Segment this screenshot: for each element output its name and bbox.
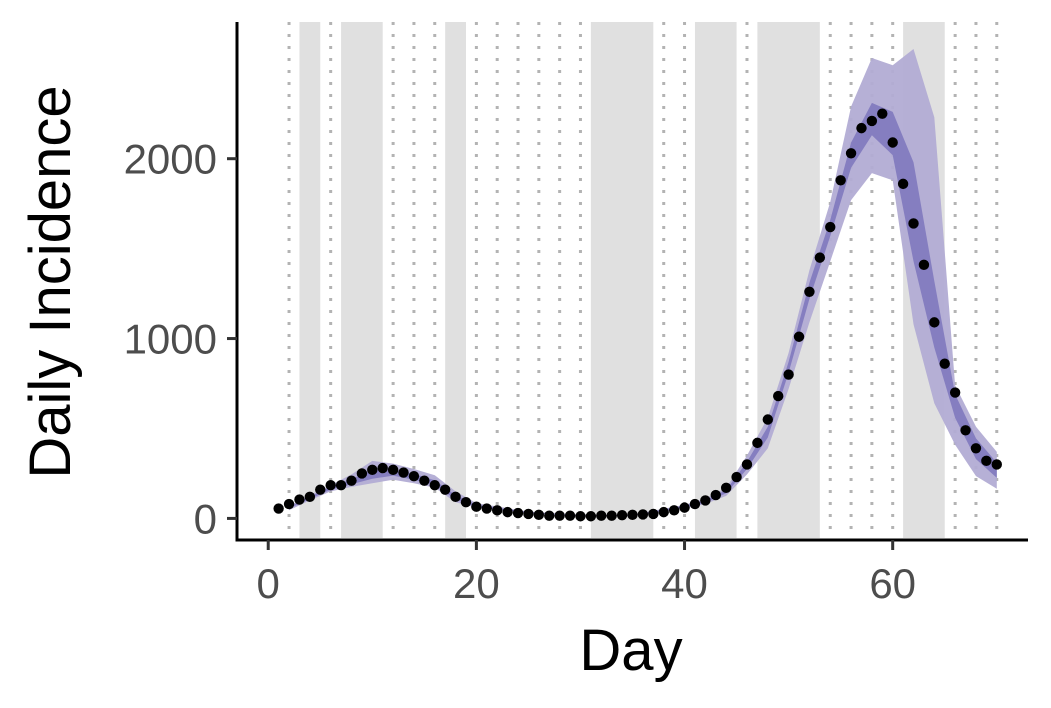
data-point	[991, 459, 1002, 470]
data-point	[377, 462, 388, 474]
data-point	[700, 495, 711, 506]
data-point	[429, 479, 440, 491]
data-point	[897, 178, 909, 190]
data-point	[273, 503, 284, 514]
data-point	[835, 175, 846, 186]
data-point	[283, 498, 295, 510]
data-point	[773, 390, 784, 402]
data-point	[741, 459, 753, 470]
data-point	[387, 464, 399, 476]
data-point	[554, 510, 565, 521]
data-point	[585, 511, 597, 522]
data-point	[679, 502, 690, 513]
data-point	[481, 503, 492, 514]
data-point	[606, 510, 617, 521]
data-point	[866, 115, 878, 127]
y-tick-label: 0	[194, 495, 217, 542]
x-tick-label: 20	[453, 560, 500, 607]
data-point	[970, 443, 982, 454]
data-point	[398, 467, 409, 478]
data-point	[575, 511, 586, 522]
data-point	[804, 286, 815, 297]
data-point	[367, 464, 378, 476]
data-point	[502, 506, 513, 518]
x-axis-title: Day	[579, 618, 682, 683]
data-point	[450, 491, 461, 503]
x-tick-label: 40	[661, 560, 708, 607]
data-point	[544, 510, 555, 521]
data-point	[419, 475, 430, 486]
data-point	[814, 252, 826, 263]
data-points	[273, 108, 1002, 522]
data-point	[408, 470, 420, 482]
data-point	[533, 509, 545, 521]
x-tick-label: 60	[869, 560, 916, 607]
data-point	[960, 425, 971, 436]
shaded-period-1	[341, 22, 383, 538]
data-point	[523, 508, 534, 520]
data-point	[887, 137, 898, 148]
data-point	[346, 475, 357, 486]
data-point	[564, 510, 576, 521]
data-point	[856, 122, 867, 134]
data-point	[929, 317, 940, 328]
data-point	[908, 218, 919, 229]
axes: 0 20 40 60 0 1000 2000	[124, 22, 1028, 607]
shaded-period-0	[299, 22, 321, 538]
y-axis-title: Daily Incidence	[18, 85, 83, 478]
data-point	[512, 507, 524, 519]
y-tick-label: 1000	[124, 316, 217, 363]
data-point	[689, 498, 701, 510]
data-point	[939, 358, 950, 369]
data-point	[949, 387, 961, 398]
data-point	[793, 331, 805, 342]
data-point	[325, 479, 336, 491]
x-tick-label: 0	[257, 560, 280, 607]
shaded-period-3	[590, 22, 654, 538]
data-point	[762, 414, 774, 425]
data-point	[596, 510, 607, 521]
data-point	[845, 148, 857, 159]
data-point	[471, 501, 482, 512]
data-point	[627, 509, 638, 521]
data-point	[648, 508, 659, 520]
data-point	[335, 479, 347, 491]
shaded-period-2	[445, 22, 466, 538]
data-point	[731, 471, 742, 483]
data-point	[356, 468, 368, 479]
data-point	[918, 259, 930, 271]
data-point	[710, 489, 721, 501]
data-point	[825, 221, 836, 233]
data-point	[439, 484, 451, 495]
shaded-period-4	[694, 22, 737, 538]
data-point	[304, 491, 316, 503]
data-point	[668, 505, 680, 516]
data-point	[783, 369, 794, 380]
data-point	[315, 484, 326, 495]
data-point	[877, 108, 888, 119]
data-point	[294, 494, 305, 505]
data-point	[616, 509, 628, 521]
y-tick-label: 2000	[124, 136, 217, 183]
data-point	[460, 497, 472, 508]
shaded-periods	[299, 22, 945, 538]
data-point	[491, 505, 503, 516]
data-point	[637, 509, 649, 520]
data-point	[752, 437, 763, 449]
data-point	[981, 455, 992, 467]
data-point	[720, 482, 732, 494]
data-point	[658, 506, 669, 518]
